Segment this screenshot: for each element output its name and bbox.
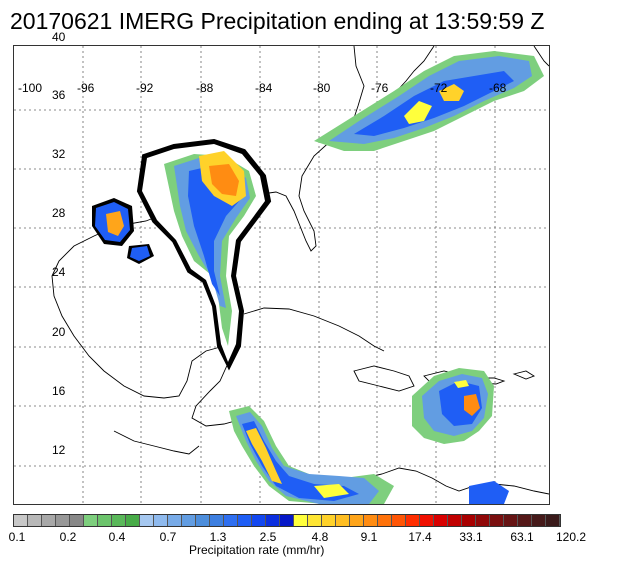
colorbar-label: 9.1 [360,530,378,544]
map-canvas [14,46,549,504]
colorbar-label: 0.1 [8,530,26,544]
colorbar-swatch [462,515,476,526]
colorbar-label: 0.2 [59,530,77,544]
longitude-label: -92 [136,81,154,95]
colorbar-swatch [112,515,126,526]
colorbar-swatch [182,515,196,526]
colorbar-swatch [210,515,224,526]
latitude-label: 32 [52,147,66,161]
colorbar-swatch [504,515,518,526]
colorbar-label: 120.2 [555,530,587,544]
longitude-label: -88 [196,81,214,95]
colorbar-swatch [392,515,406,526]
longitude-label: -80 [313,81,331,95]
colorbar-swatch [266,515,280,526]
latitude-label: 28 [52,206,66,220]
latitude-label: 20 [52,325,66,339]
latitude-label: 16 [52,384,66,398]
precip-caribbean [412,368,494,444]
longitude-label: -84 [255,81,273,95]
latitude-label: 12 [52,443,66,457]
colorbar-label: 0.4 [108,530,126,544]
colorbar-swatch [434,515,448,526]
colorbar-label: 1.3 [209,530,227,544]
latitude-label: 40 [52,30,66,44]
colorbar-swatch [350,515,364,526]
longitude-label: -100 [18,81,43,95]
latitude-label: 24 [52,265,66,279]
colorbar [13,514,561,527]
colorbar-swatch [518,515,532,526]
colorbar-swatch [406,515,420,526]
colorbar-swatch [14,515,28,526]
longitude-label: -96 [77,81,95,95]
colorbar-swatch [378,515,392,526]
colorbar-swatch [252,515,266,526]
colorbar-swatch [280,515,294,526]
colorbar-swatch [308,515,322,526]
precip-gulf-system [136,138,272,371]
colorbar-swatch [364,515,378,526]
colorbar-swatch [196,515,210,526]
colorbar-swatch [224,515,238,526]
precip-central-america [229,406,509,504]
colorbar-swatch [476,515,490,526]
colorbar-swatch [140,515,154,526]
colorbar-swatch [84,515,98,526]
colorbar-swatch [294,515,308,526]
colorbar-label: 4.8 [311,530,329,544]
colorbar-swatch [154,515,168,526]
latitude-label: 36 [52,88,66,102]
colorbar-swatch [532,515,546,526]
colorbar-label: 2.5 [259,530,277,544]
colorbar-swatch [546,515,560,526]
colorbar-swatch [420,515,434,526]
colorbar-swatch [322,515,336,526]
colorbar-swatch [28,515,42,526]
precip-west-cluster [92,198,154,264]
precipitation-map [13,45,550,505]
colorbar-swatch [490,515,504,526]
colorbar-swatch [336,515,350,526]
colorbar-label: 63.1 [510,530,534,544]
colorbar-swatch [56,515,70,526]
colorbar-label: 17.4 [408,530,432,544]
longitude-label: -76 [371,81,389,95]
colorbar-title: Precipitation rate (mm/hr) [189,543,325,557]
colorbar-swatch [238,515,252,526]
map-title: 20170621 IMERG Precipitation ending at 1… [10,8,545,34]
colorbar-swatch [448,515,462,526]
colorbar-swatch [98,515,112,526]
colorbar-label: 33.1 [459,530,483,544]
longitude-label: -72 [430,81,448,95]
colorbar-swatch [168,515,182,526]
colorbar-swatch [126,515,140,526]
precip-atlantic-band [314,51,544,151]
colorbar-swatch [42,515,56,526]
colorbar-swatch [70,515,84,526]
colorbar-label: 0.7 [159,530,177,544]
longitude-label: -68 [489,81,507,95]
